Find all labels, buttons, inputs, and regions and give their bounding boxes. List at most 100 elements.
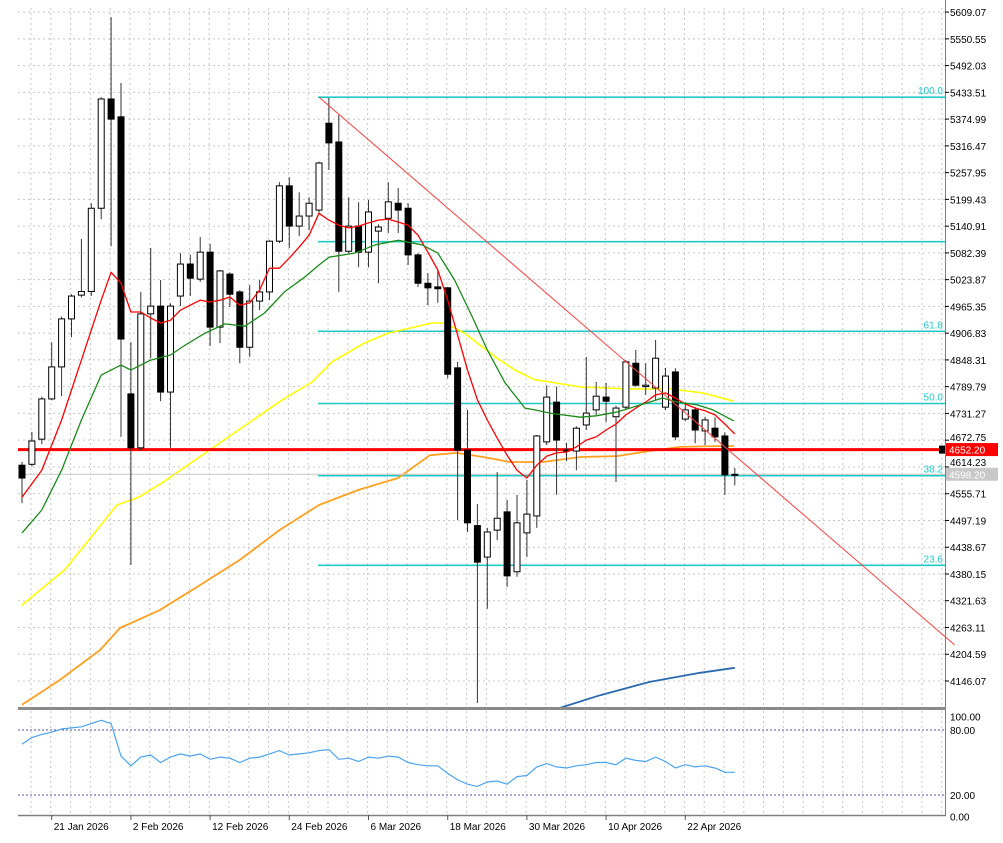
price-tick-label: 5550.55 (950, 35, 987, 46)
candle-body-bear (394, 202, 402, 211)
moving-averages (21, 212, 736, 534)
price-tick-label: 4321.63 (950, 597, 987, 608)
oscillator-tick-label: 80.00 (950, 726, 975, 737)
horizontal-lines[interactable] (18, 445, 946, 475)
candle (315, 161, 323, 213)
price-tick-label: 4906.83 (950, 329, 987, 340)
candle-body-bear (285, 185, 293, 227)
candle-body-bear (721, 435, 729, 476)
candle-body-bull (275, 185, 283, 242)
candle-body-bull (543, 396, 551, 443)
candle-body-bear (632, 362, 640, 386)
candle-body-bear (206, 251, 214, 328)
candle (355, 202, 363, 268)
time-tick-label: 2 Feb 2026 (133, 822, 184, 833)
candle-body-bear (325, 122, 333, 144)
long-ma-line (21, 445, 734, 706)
price-tick-label: 5199.43 (950, 195, 987, 206)
candle (58, 316, 66, 397)
candle-body-bear (18, 464, 26, 479)
candle (206, 243, 214, 346)
candle (157, 280, 165, 402)
candle (493, 472, 501, 541)
candle-body-bear (602, 396, 610, 402)
price-level-handle-icon[interactable] (939, 445, 946, 454)
candle (97, 97, 105, 220)
candle-body-bull (483, 531, 491, 558)
candle (543, 385, 551, 446)
candle (87, 203, 95, 297)
fast-ma-line (21, 212, 736, 498)
price-tick-label: 5374.99 (950, 115, 987, 126)
candle (28, 431, 36, 467)
candle-body-bear (414, 254, 422, 284)
trendline[interactable] (318, 96, 955, 646)
candle-body-bull (384, 201, 392, 219)
trendline-group[interactable] (318, 96, 955, 646)
candle-body-bull (523, 513, 531, 534)
candle-body-bull (295, 215, 303, 227)
candle (731, 467, 739, 486)
candle-body-bull (652, 357, 660, 389)
time-tick-label: 6 Mar 2026 (371, 822, 422, 833)
candle (681, 402, 689, 422)
candle (196, 237, 204, 282)
price-tick-label: 4731.27 (950, 409, 987, 420)
time-tick-label: 21 Jan 2026 (54, 822, 109, 833)
candle (513, 494, 521, 577)
price-tick-label: 5082.39 (950, 249, 987, 260)
price-axis[interactable]: 5609.07 5550.55 5492.03 5433.51 5374.99 5316.… (945, 8, 987, 688)
candle-body-bull (147, 305, 155, 315)
time-tick-label: 22 Apr 2026 (687, 822, 741, 833)
fibonacci-retracement[interactable]: 100.0 61.8 50.0 38.2 23.6 (318, 86, 945, 567)
candle (721, 432, 729, 495)
candle (38, 396, 46, 445)
candle (285, 177, 293, 249)
candle (394, 188, 402, 233)
candle (167, 303, 174, 448)
time-tick-label: 12 Feb 2026 (212, 822, 269, 833)
candle (335, 114, 343, 292)
price-tick-label: 4263.11 (950, 623, 986, 634)
moving-averages-back (21, 322, 735, 709)
candle (701, 416, 709, 446)
candle-body-bull (305, 202, 313, 217)
pane-separator[interactable] (18, 707, 946, 710)
candle (137, 291, 145, 451)
candle (662, 367, 669, 410)
candle-body-bear (503, 511, 511, 577)
candle (48, 342, 56, 401)
osc-grid (30, 711, 943, 815)
fib-level-label: 23.6 (924, 554, 944, 565)
fib-level-label: 61.8 (924, 320, 944, 331)
price-tick-label: 4614.23 (950, 458, 987, 469)
candle (77, 238, 85, 298)
oscillator-tick-label: 20.00 (950, 791, 975, 802)
very-long-ma-line (559, 666, 735, 709)
candle-body-bull (582, 412, 590, 426)
price-tick-label: 4555.71 (950, 490, 987, 501)
candle-body-bear (335, 141, 343, 252)
candle-body-bear (186, 263, 194, 279)
price-tick-label: 4438.67 (950, 543, 987, 554)
candle (572, 426, 580, 471)
price-tick-label: 5609.07 (950, 8, 987, 19)
price-labels: 4652.20 4598.20 (946, 443, 998, 481)
oscillator-tick-label: 100.00 (950, 712, 981, 723)
medium-ma-line (21, 239, 735, 534)
candle (117, 82, 125, 437)
candle-body-bear (355, 225, 363, 253)
candle-body-bear (127, 393, 135, 449)
price-tick-label: 5433.51 (950, 88, 987, 99)
candle (236, 290, 244, 364)
candle-body-bull (622, 361, 630, 408)
oscillator-line (21, 719, 735, 788)
candle-body-bull (167, 305, 174, 393)
candle (553, 386, 561, 495)
time-axis[interactable]: 21 Jan 2026 2 Feb 2026 12 Feb 2026 24 Feb 2… (51, 815, 742, 833)
candle (434, 269, 442, 303)
candle-body-bear (404, 207, 412, 256)
candle-body-bull (97, 98, 105, 209)
candle (345, 197, 353, 254)
